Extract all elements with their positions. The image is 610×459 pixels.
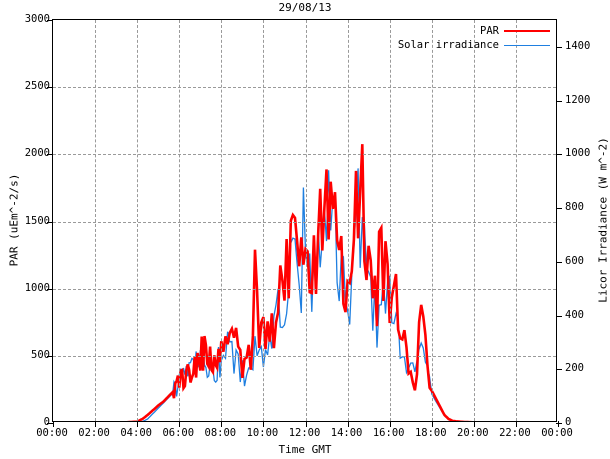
y-right-axis-title: Licor Irradiance (W m^-2) bbox=[596, 137, 610, 303]
y-right-tick-label: 1400 bbox=[565, 39, 591, 52]
x-gridline bbox=[95, 20, 97, 421]
x-tick-label: 16:00 bbox=[372, 427, 405, 439]
y-right-tick-label: 400 bbox=[565, 308, 584, 321]
x-tick-label: 08:00 bbox=[204, 427, 237, 439]
y-left-tick bbox=[47, 288, 53, 290]
y-left-tick-label: 0 bbox=[43, 416, 50, 428]
y-left-tick bbox=[47, 423, 53, 424]
x-tick bbox=[179, 421, 181, 427]
x-tick bbox=[137, 421, 139, 427]
y-left-tick-label: 1000 bbox=[24, 281, 50, 294]
y-right-tick bbox=[556, 423, 562, 424]
chart-legend: PAR Solar irradiance bbox=[398, 24, 550, 52]
y-left-tick bbox=[47, 87, 53, 89]
x-gridline bbox=[473, 20, 475, 421]
x-tick bbox=[95, 421, 97, 427]
y-gridline bbox=[53, 154, 556, 156]
x-tick bbox=[389, 421, 391, 427]
y-left-tick bbox=[47, 221, 53, 223]
x-gridline bbox=[263, 20, 265, 421]
x-gridline bbox=[515, 20, 517, 421]
x-gridline bbox=[305, 20, 307, 421]
y-right-tick bbox=[556, 154, 562, 156]
chart-title: 29/08/13 bbox=[278, 1, 332, 14]
x-tick-label: 22:00 bbox=[499, 427, 531, 439]
x-gridline bbox=[137, 20, 139, 421]
y-left-tick-label: 2500 bbox=[24, 80, 50, 93]
y-right-tick-label: 0 bbox=[565, 416, 572, 428]
x-tick-label: 00:00 bbox=[541, 427, 573, 439]
series-line-par bbox=[53, 144, 536, 421]
x-tick-label: 18:00 bbox=[414, 427, 447, 439]
x-tick-label: 02:00 bbox=[78, 427, 110, 439]
y-gridline bbox=[53, 221, 556, 223]
y-gridline bbox=[53, 87, 556, 89]
series-line-solar bbox=[142, 168, 459, 421]
x-tick bbox=[53, 421, 54, 427]
x-tick bbox=[431, 421, 433, 427]
x-tick-label: 04:00 bbox=[120, 427, 152, 439]
x-tick-label: 12:00 bbox=[288, 427, 321, 439]
x-gridline bbox=[431, 20, 433, 421]
y-right-tick bbox=[556, 208, 562, 210]
y-right-tick bbox=[556, 369, 562, 371]
y-right-tick bbox=[556, 100, 562, 102]
legend-swatch-par bbox=[504, 30, 550, 32]
x-gridline bbox=[389, 20, 391, 421]
x-tick-label: 20:00 bbox=[457, 427, 489, 439]
x-tick-label: 10:00 bbox=[246, 427, 279, 439]
y-right-tick-label: 1000 bbox=[565, 147, 591, 160]
x-axis-title: Time GMT bbox=[278, 443, 332, 456]
y-right-tick-label: 800 bbox=[565, 201, 584, 214]
x-tick bbox=[263, 421, 265, 427]
plot-inner bbox=[53, 20, 556, 421]
y-right-tick-label: 200 bbox=[565, 362, 584, 375]
x-tick bbox=[515, 421, 517, 427]
y-gridline bbox=[53, 288, 556, 290]
y-left-tick bbox=[47, 154, 53, 156]
plot-area: PAR Solar irradiance bbox=[47, 19, 562, 427]
y-left-tick-label: 3000 bbox=[24, 13, 50, 25]
series-layer bbox=[53, 144, 536, 421]
x-tick bbox=[347, 421, 349, 427]
y-left-tick-label: 500 bbox=[31, 348, 50, 361]
y-gridline bbox=[53, 355, 556, 357]
x-tick bbox=[221, 421, 223, 427]
x-gridline bbox=[179, 20, 181, 421]
legend-swatch-solar bbox=[504, 44, 550, 46]
y-right-tick bbox=[556, 315, 562, 317]
y-left-tick-label: 1500 bbox=[24, 214, 50, 227]
x-tick-label: 14:00 bbox=[330, 427, 363, 439]
legend-label-par: PAR bbox=[480, 25, 499, 37]
y-left-tick-label: 2000 bbox=[24, 147, 50, 160]
y-right-tick bbox=[556, 46, 562, 48]
x-tick-label: 06:00 bbox=[162, 427, 195, 439]
x-tick bbox=[558, 421, 559, 427]
y-left-tick bbox=[47, 20, 53, 21]
legend-item-solar: Solar irradiance bbox=[398, 38, 550, 52]
x-tick-label: 00:00 bbox=[36, 427, 68, 439]
y-right-tick bbox=[556, 261, 562, 263]
x-tick bbox=[305, 421, 307, 427]
y-right-tick-label: 1200 bbox=[565, 93, 591, 106]
x-gridline bbox=[221, 20, 223, 421]
y-left-tick bbox=[47, 355, 53, 357]
legend-label-solar: Solar irradiance bbox=[397, 39, 499, 51]
y-right-tick-label: 600 bbox=[565, 254, 584, 267]
legend-item-par: PAR bbox=[398, 24, 550, 38]
x-gridline bbox=[347, 20, 349, 421]
x-tick bbox=[473, 421, 475, 427]
